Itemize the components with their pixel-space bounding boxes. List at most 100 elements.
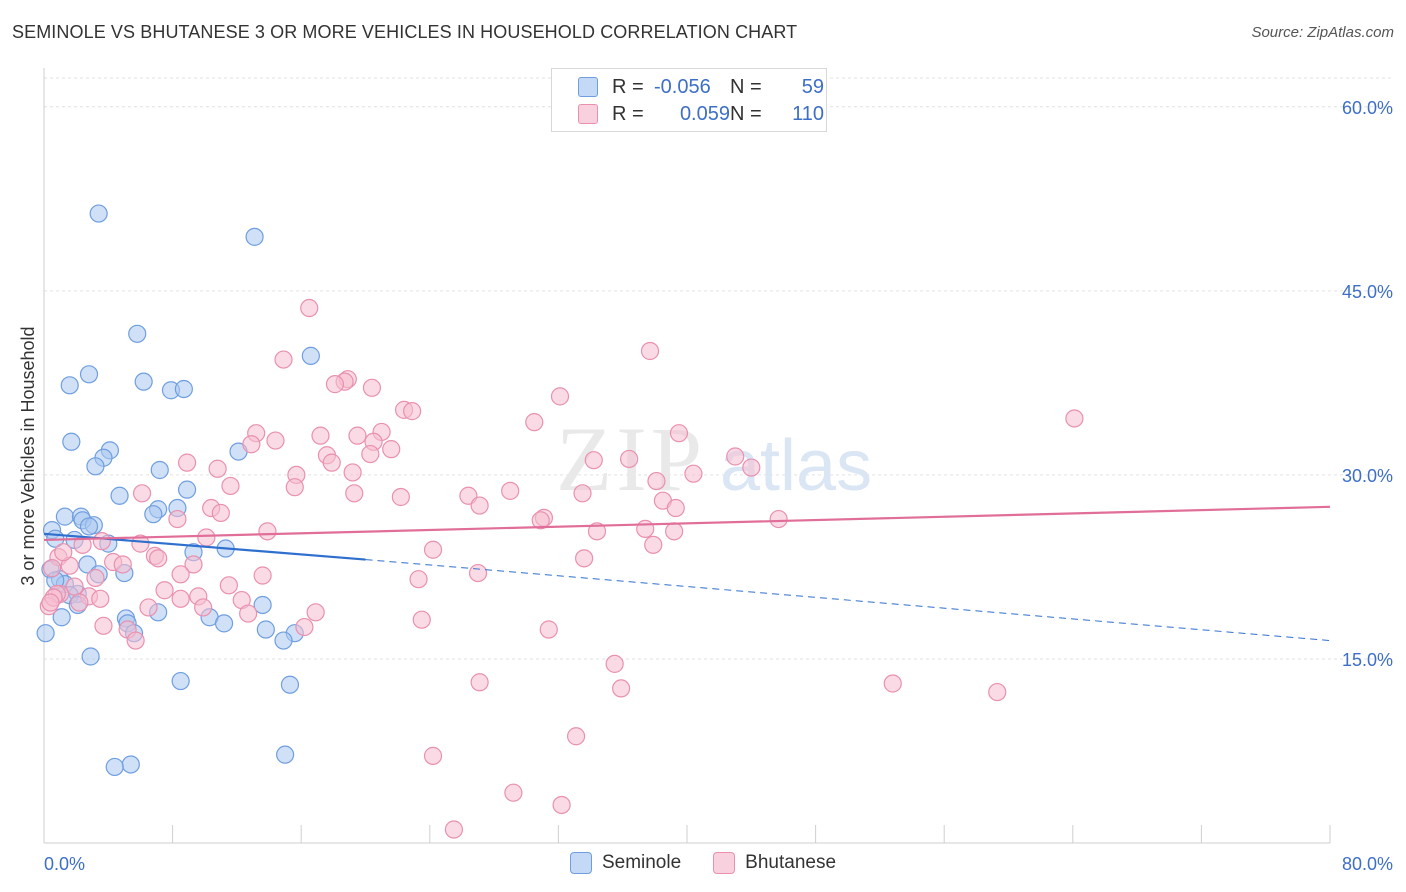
seminole-point-54 [171,671,190,691]
bhutanese-point-107 [54,543,73,562]
seminole-point-14 [150,460,169,480]
watermark: ZIP atlas [556,408,872,510]
bhutanese-point-14 [266,431,285,450]
series-legend-label-bhutanese: Bhutanese [745,852,837,873]
bhutanese-point-5 [325,375,345,394]
bhutanese-point-18 [669,424,689,443]
bhutanese-point-70 [86,568,105,588]
bhutanese-point-72 [409,570,428,589]
bhutanese-point-73 [219,576,238,595]
bhutanese-point-68 [468,563,488,583]
y-tick-label-3: 60.0% [1342,98,1393,118]
seminole-point-48 [256,620,275,639]
legend-n-value-seminole: 59 [801,75,824,98]
bhutanese-point-98 [883,674,902,693]
bhutanese-point-48 [769,509,788,529]
bhutanese-point-30 [684,464,703,483]
bhutanese-point-94 [126,631,145,650]
bhutanese-point-36 [501,481,520,500]
legend-n-value-bhutanese: 110 [792,102,824,125]
bhutanese-point-24 [584,451,603,470]
legend-swatch-bhutanese [578,104,598,124]
bhutanese-point-87 [239,604,258,623]
bhutanese-point-104 [444,820,464,839]
bhutanese-point-15 [242,435,261,454]
bhutanese-point-106 [41,593,60,612]
seminole-trend-extension [365,559,1331,642]
seminole-point-58 [105,757,124,777]
source-label: Source: ZipAtlas.com [1251,24,1394,41]
x-tick-label-max: 80.0% [1342,854,1393,874]
bhutanese-point-28 [208,459,227,478]
seminole-point-2 [128,324,147,343]
bhutanese-point-11 [1065,409,1084,428]
seminole-point-20 [55,507,74,526]
seminole-point-50 [36,624,55,643]
bhutanese-point-97 [611,679,631,698]
seminole-point-47 [253,595,272,615]
chart-title: SEMINOLE VS BHUTANESE 3 OR MORE VEHICLES… [12,22,798,42]
bhutanese-point-103 [552,795,571,815]
bhutanese-point-10 [525,413,544,432]
series-legend-label-seminole: Seminole [601,852,682,873]
legend-swatch-seminole [578,77,598,97]
bhutanese-point-7 [550,387,570,406]
bhutanese-point-81 [171,589,190,608]
bhutanese-point-96 [470,673,489,692]
legend-n-label: N = [730,75,762,98]
seminole-point-42 [52,608,71,627]
bhutanese-point-102 [504,783,523,802]
seminole-point-16 [110,486,129,505]
seminole-point-55 [280,675,300,694]
bhutanese-point-99 [988,682,1007,702]
bhutanese-point-52 [587,522,607,541]
seminole-point-6 [134,372,153,391]
bhutanese-point-64 [184,555,203,574]
bhutanese-point-89 [412,610,431,629]
legend-r-value-bhutanese: 0.059 [679,102,730,125]
axes [43,68,1331,844]
bhutanese-point-53 [665,522,684,541]
bhutanese-point-55 [197,528,216,547]
bhutanese-point-92 [295,617,314,637]
bhutanese-point-2 [274,350,293,369]
bhutanese-point-75 [155,581,174,600]
correlation-legend: R = -0.056 N = 59 R = 0.059 N = 110 [551,68,827,132]
bhutanese-point-47 [168,509,187,529]
bhutanese-point-32 [742,458,761,477]
bhutanese-point-71 [253,566,272,585]
series-bhutanese-points [39,298,1084,839]
seminole-point-13 [86,457,105,476]
bhutanese-point-58 [423,540,443,559]
bhutanese-point-37 [132,484,152,503]
bhutanese-point-27 [322,453,341,472]
bhutanese-point-57 [644,535,663,554]
legend-row-seminole: R = -0.056 N = 59 [552,74,824,100]
bhutanese-point-1 [640,341,660,361]
seminole-point-0 [89,204,108,223]
tick-labels: 15.0% 30.0% 45.0% 60.0% 0.0% 80.0% [44,98,1393,874]
bhutanese-point-46 [211,503,230,523]
seminole-point-4 [79,365,99,384]
bhutanese-point-25 [726,447,745,466]
seminole-point-52 [274,631,293,650]
seminole-point-56 [276,745,295,764]
bhutanese-point-29 [343,463,362,482]
seminole-point-5 [60,376,79,395]
bhutanese-point-39 [345,484,364,503]
y-axis-label: 3 or more Vehicles in Household [18,326,38,585]
series-legend-seminole: Seminole [569,852,682,874]
bhutanese-point-56 [92,532,111,551]
bhutanese-point-54 [258,522,277,541]
bhutanese-point-62 [575,549,594,568]
bhutanese-point-43 [470,496,489,515]
bhutanese-point-33 [647,471,666,491]
bhutanese-point-20 [382,440,401,459]
bhutanese-point-22 [361,444,380,464]
bhutanese-point-67 [42,559,62,578]
seminole-point-46 [214,614,234,633]
x-tick-label-min: 0.0% [44,854,85,874]
bhutanese-point-23 [620,449,639,469]
seminole-point-19 [144,505,163,524]
bhutanese-point-85 [139,598,158,617]
